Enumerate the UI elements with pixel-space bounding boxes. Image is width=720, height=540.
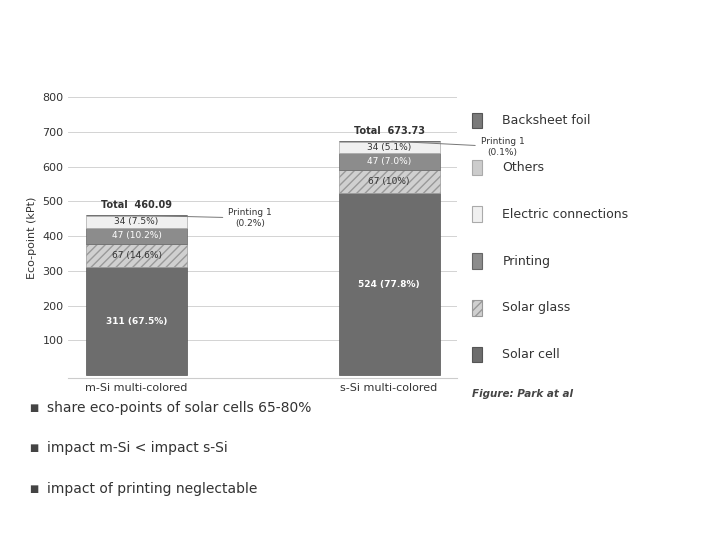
Text: impact of printing neglectable: impact of printing neglectable <box>47 482 257 496</box>
Text: share eco-points of solar cells 65-80%: share eco-points of solar cells 65-80% <box>47 401 311 415</box>
Text: Printing 1
(0.2%): Printing 1 (0.2%) <box>140 208 272 228</box>
Bar <box>86 244 187 267</box>
Text: 47 (10.2%): 47 (10.2%) <box>112 231 161 240</box>
Text: 34 (5.1%): 34 (5.1%) <box>367 143 411 152</box>
Y-axis label: Eco-point (kPt): Eco-point (kPt) <box>27 197 37 279</box>
Bar <box>472 300 482 315</box>
Bar <box>472 253 482 269</box>
Text: Total  460.09: Total 460.09 <box>101 200 172 210</box>
Text: Solar cell: Solar cell <box>503 348 560 361</box>
Text: Others: Others <box>503 161 544 174</box>
Text: Total  673.73: Total 673.73 <box>354 126 425 136</box>
Bar <box>472 113 482 129</box>
Text: 67 (10%): 67 (10%) <box>369 177 410 186</box>
Text: 47 (7.0%): 47 (7.0%) <box>367 157 411 166</box>
Bar <box>338 141 439 153</box>
Text: 311 (67.5%): 311 (67.5%) <box>106 316 167 326</box>
Bar <box>86 215 187 227</box>
Bar <box>472 160 482 175</box>
Text: ■: ■ <box>29 403 38 413</box>
Text: Solar glass: Solar glass <box>503 301 571 314</box>
Text: ■: ■ <box>29 443 38 453</box>
Bar <box>338 170 439 193</box>
Text: 34 (7.5%): 34 (7.5%) <box>114 217 158 226</box>
Text: Figure: Park at al: Figure: Park at al <box>472 389 572 399</box>
Text: Printing: Printing <box>503 254 551 267</box>
Text: Backsheet foil: Backsheet foil <box>503 114 591 127</box>
Text: impact m-Si < impact s-Si: impact m-Si < impact s-Si <box>47 441 228 455</box>
Text: ■: ■ <box>29 484 38 494</box>
Bar <box>86 227 187 244</box>
Text: 524 (77.8%): 524 (77.8%) <box>359 280 420 289</box>
Text: Printing 1
(0.1%): Printing 1 (0.1%) <box>392 137 524 157</box>
Text: 67 (14.6%): 67 (14.6%) <box>112 251 161 260</box>
Text: Electric connections: Electric connections <box>503 208 629 221</box>
Bar <box>472 206 482 222</box>
Bar <box>338 193 439 375</box>
Text: Eco-points of the production of 60-cell module: Eco-points of the production of 60-cell … <box>11 26 558 46</box>
Bar <box>338 153 439 170</box>
Bar <box>86 267 187 375</box>
Bar <box>472 347 482 362</box>
